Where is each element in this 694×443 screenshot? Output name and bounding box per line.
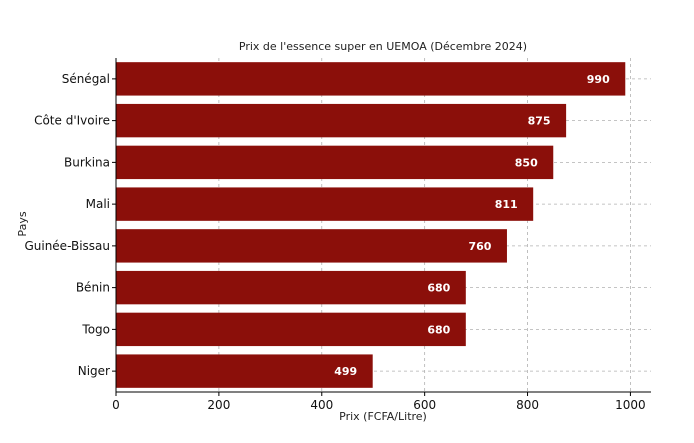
bar [116, 62, 626, 96]
x-tick-label: 1000 [615, 398, 646, 412]
bar [116, 270, 466, 305]
x-tick-label: 600 [413, 398, 436, 412]
category-label: Côte d'Ivoire [34, 114, 110, 128]
data-label: 875 [528, 115, 551, 128]
bar [116, 145, 554, 180]
data-label: 760 [468, 240, 491, 253]
chart-title: Prix de l'essence super en UEMOA (Décemb… [239, 40, 527, 53]
x-tick-label: 0 [112, 398, 120, 412]
axes: Sénégal Côte d'Ivoire Burkina Mali Guinée-Bi… [24, 58, 651, 412]
bars: 990 875 850 811 760 680 680 499 [116, 62, 626, 388]
category-label: Bénin [76, 281, 110, 295]
data-label: 499 [334, 365, 357, 378]
bar [116, 354, 373, 388]
category-label: Niger [78, 364, 110, 378]
x-axis-title: Prix (FCFA/Litre) [339, 410, 427, 423]
data-label: 680 [427, 323, 450, 336]
x-tick-label: 400 [310, 398, 333, 412]
category-label: Mali [86, 197, 110, 211]
bar [116, 229, 507, 263]
bar [116, 312, 466, 347]
data-label: 680 [427, 282, 450, 295]
x-tick-label: 800 [516, 398, 539, 412]
bar [116, 187, 534, 221]
category-label: Burkina [64, 155, 110, 169]
data-label: 990 [587, 73, 610, 86]
data-label: 811 [495, 198, 518, 211]
category-label: Sénégal [62, 72, 110, 86]
data-label: 850 [515, 156, 538, 169]
x-tick-label: 200 [207, 398, 230, 412]
category-label: Togo [81, 322, 110, 336]
y-axis-title: Pays [16, 211, 29, 236]
category-label: Guinée-Bissau [24, 239, 110, 253]
bar [116, 103, 567, 138]
